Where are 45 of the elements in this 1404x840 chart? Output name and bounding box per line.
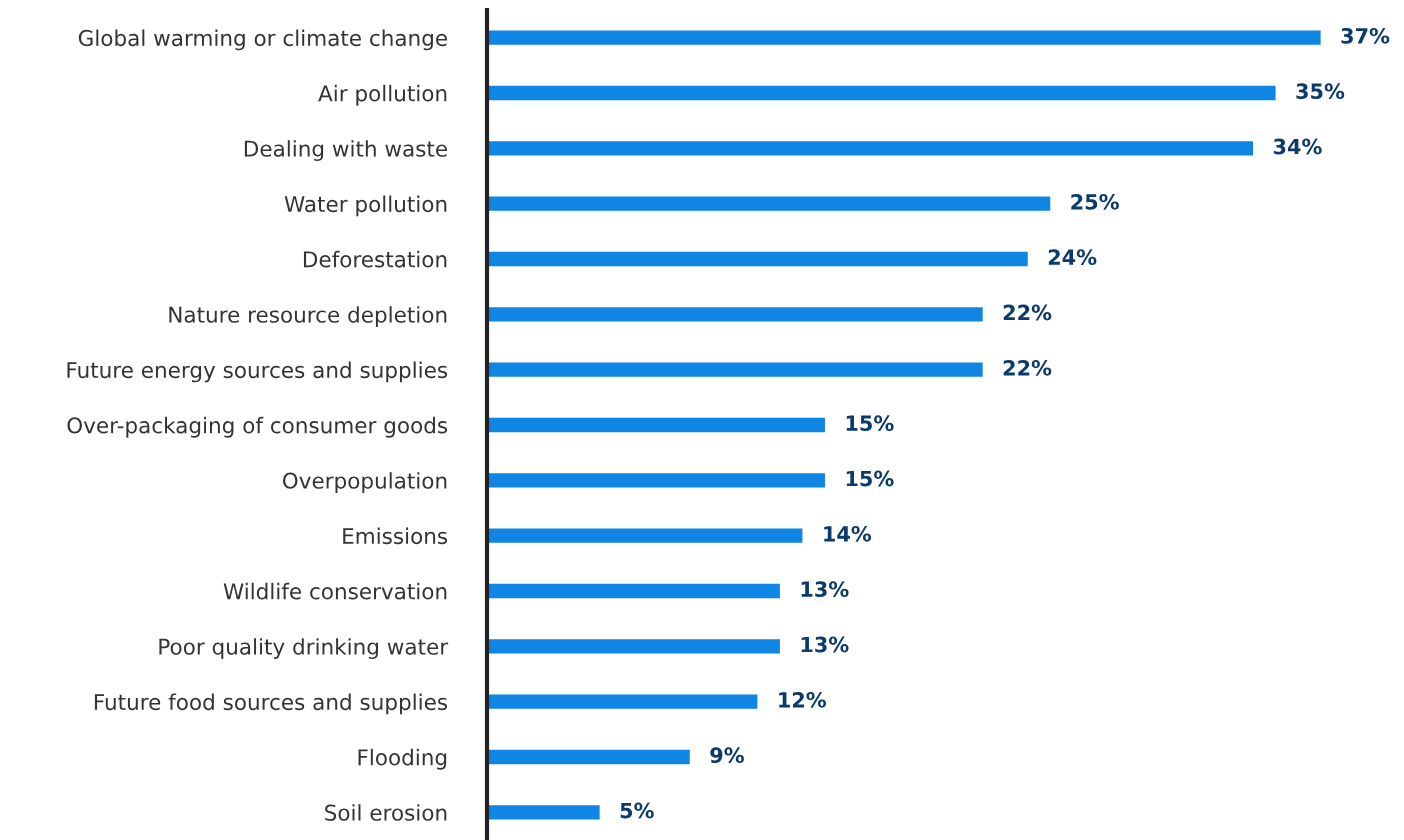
bar bbox=[487, 473, 825, 488]
bar bbox=[487, 583, 780, 599]
bar bbox=[487, 307, 983, 322]
y-tick-label: Flooding bbox=[358, 748, 447, 770]
bar bbox=[487, 528, 803, 543]
data-label: 24% bbox=[1048, 249, 1097, 266]
bar bbox=[487, 251, 1028, 267]
bar bbox=[487, 196, 1051, 211]
data-label: 15% bbox=[846, 470, 894, 487]
y-tick-label: Wildlife conservation bbox=[223, 582, 447, 600]
y-tick-label: Nature resource depletion bbox=[169, 306, 447, 327]
y-tick-label: Global warming or climate change bbox=[78, 29, 447, 51]
data-label: 34% bbox=[1273, 138, 1322, 155]
data-label: 13% bbox=[801, 636, 849, 653]
y-tick-label: Deforestation bbox=[303, 250, 447, 268]
data-label: 15% bbox=[846, 415, 894, 432]
data-label: 13% bbox=[801, 581, 849, 598]
y-tick-label: Poor quality drinking water bbox=[159, 638, 449, 659]
bar bbox=[487, 749, 690, 765]
y-tick-label: Water pollution bbox=[284, 195, 447, 217]
y-tick-label: Soil erosion bbox=[325, 804, 447, 821]
y-tick-label: Overpopulation bbox=[282, 472, 447, 493]
bar bbox=[487, 85, 1276, 101]
y-tick-label: Dealing with waste bbox=[244, 140, 447, 161]
bar bbox=[487, 141, 1254, 156]
data-label: 14% bbox=[824, 525, 872, 542]
y-tick-label: Future energy sources and supplies bbox=[67, 361, 448, 383]
bar bbox=[487, 417, 825, 433]
y-tick-label: Future food sources and supplies bbox=[94, 693, 448, 715]
data-label: 12% bbox=[779, 691, 827, 708]
y-tick-label: Air pollution bbox=[318, 84, 447, 106]
bar bbox=[487, 639, 780, 654]
data-label: 25% bbox=[1071, 193, 1119, 210]
data-label: 37% bbox=[1341, 27, 1390, 44]
data-label: 5% bbox=[620, 802, 654, 819]
y-tick-label: Emissions bbox=[343, 527, 448, 545]
bar bbox=[487, 362, 983, 377]
data-label: 9% bbox=[710, 747, 744, 764]
bar bbox=[487, 805, 600, 820]
data-label: 22% bbox=[1003, 359, 1052, 376]
bar bbox=[487, 694, 758, 709]
bar bbox=[487, 30, 1321, 45]
data-label: 35% bbox=[1296, 83, 1345, 100]
data-label: 22% bbox=[1003, 304, 1052, 321]
y-tick-label: Over-packaging of consumer goods bbox=[67, 416, 448, 438]
